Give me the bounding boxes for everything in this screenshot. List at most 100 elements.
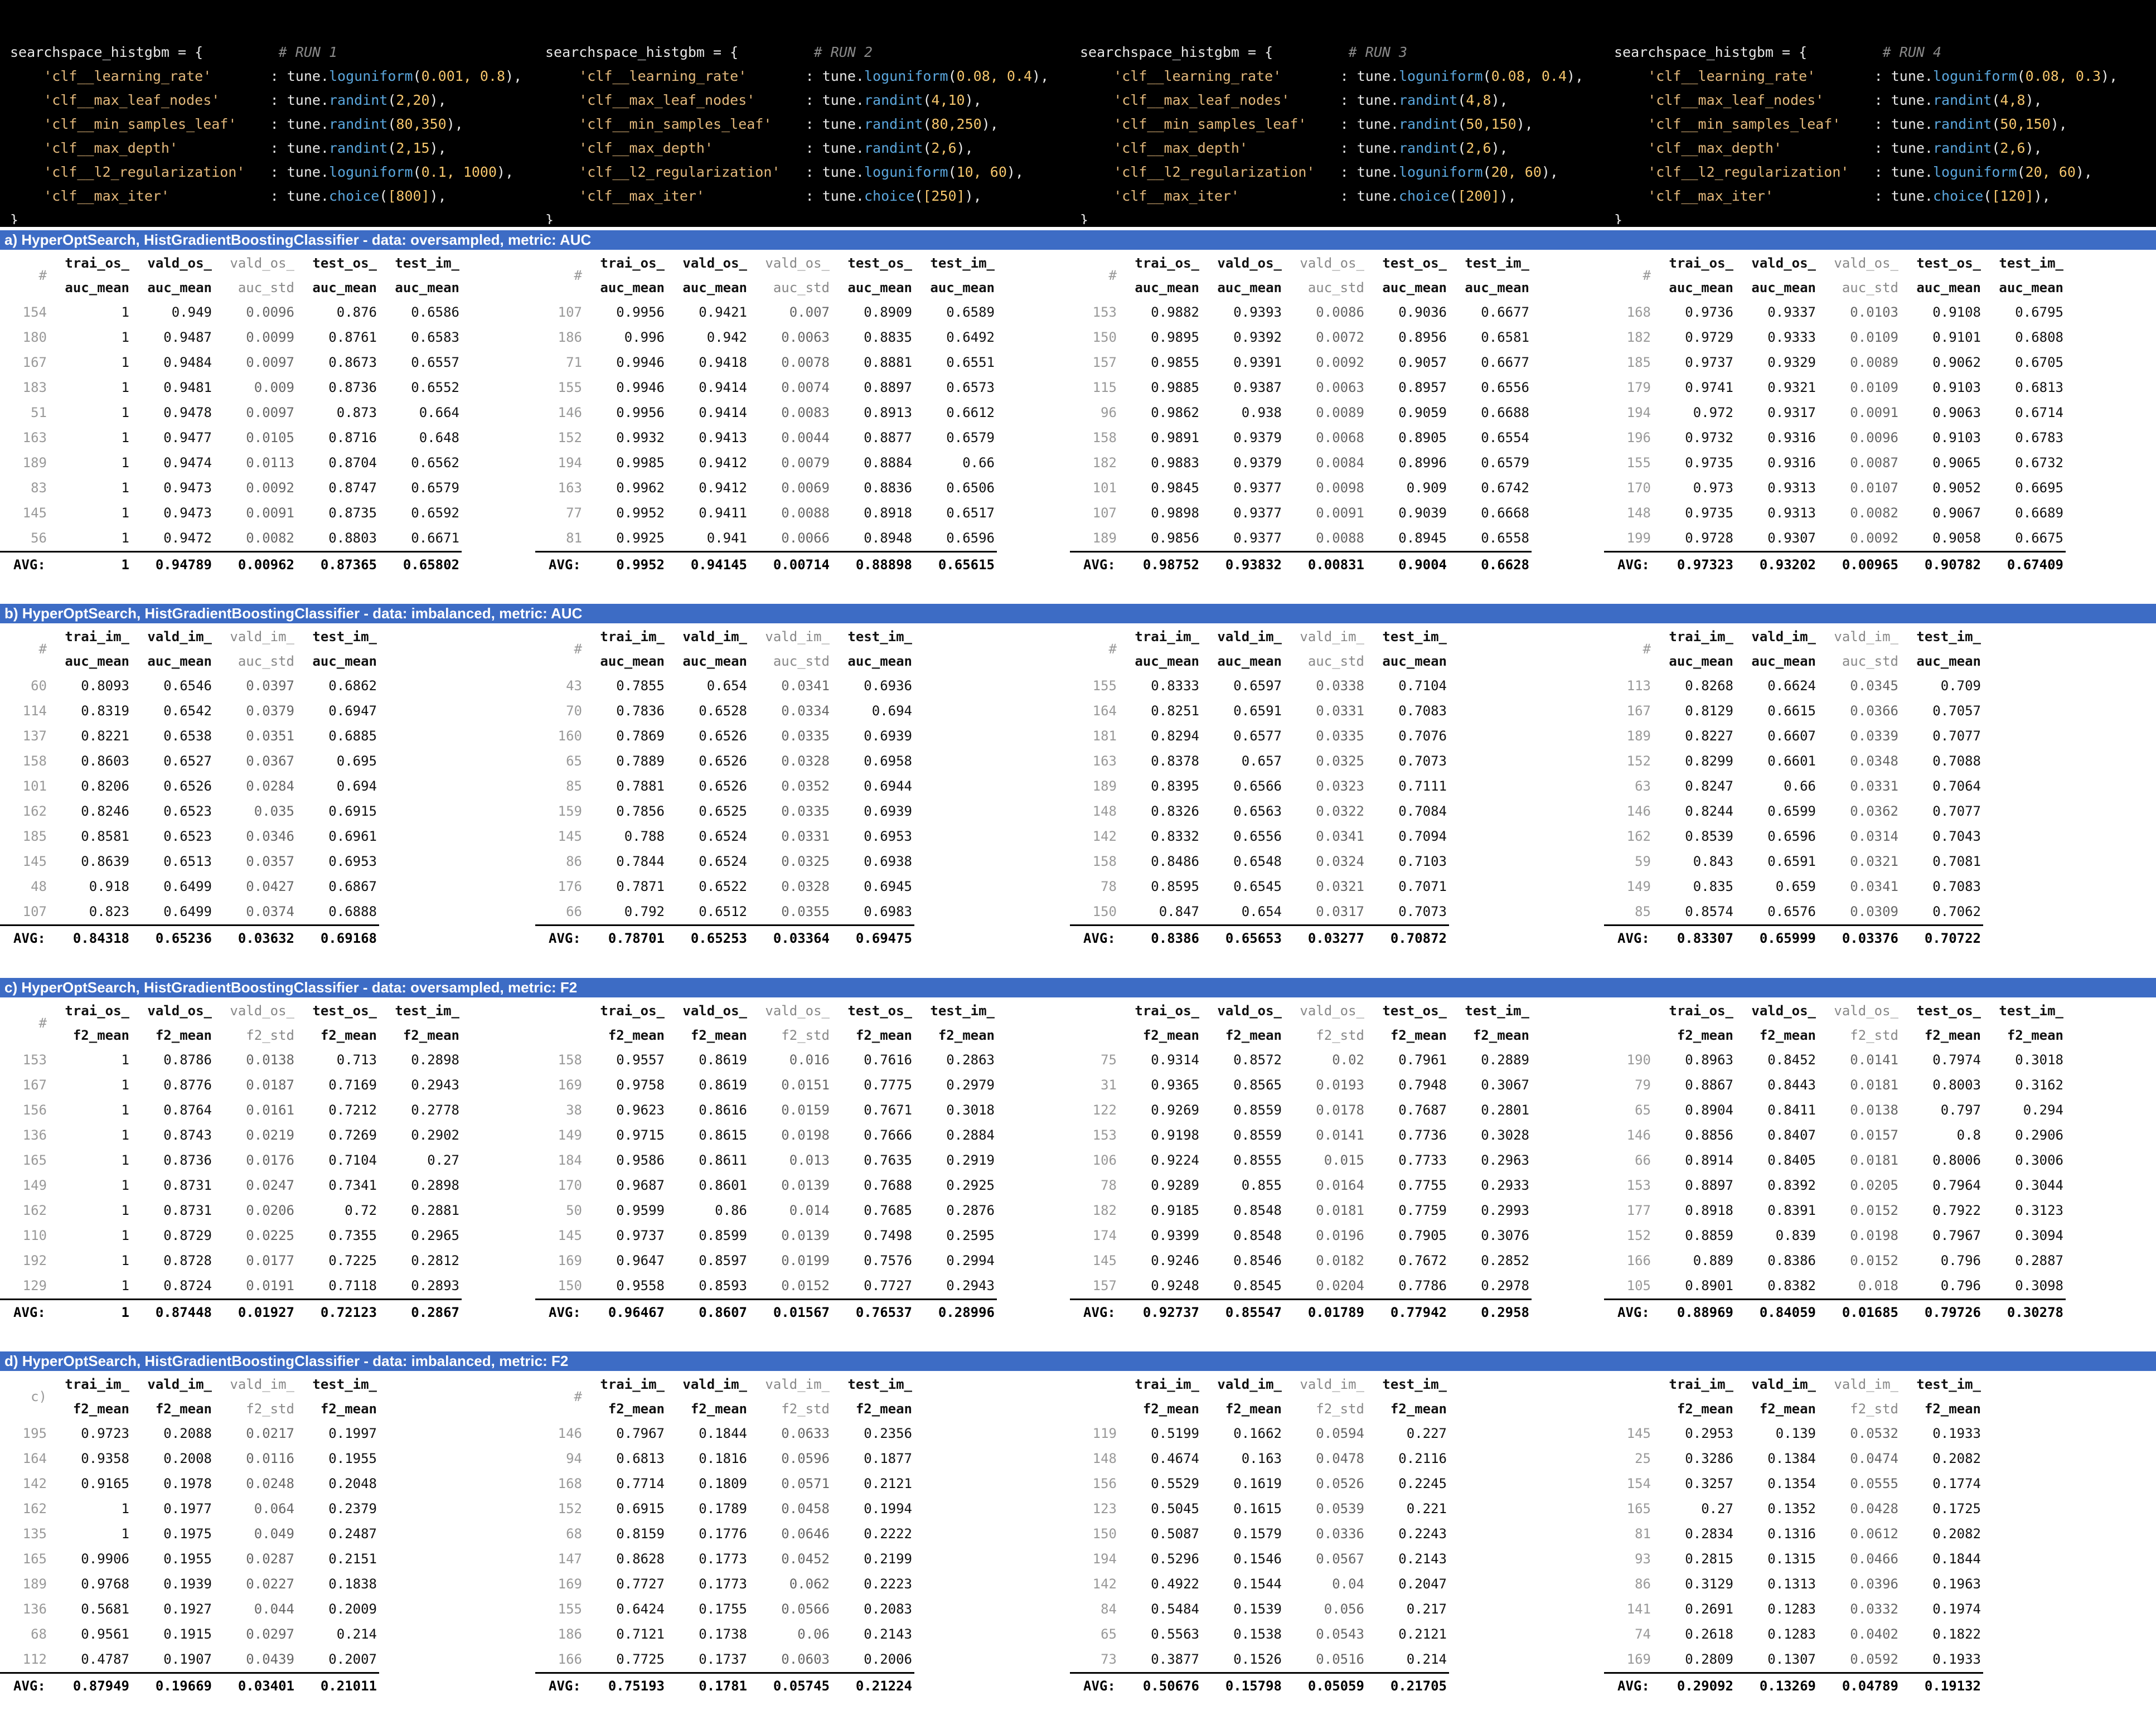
column-subheader: f2_mean <box>155 1401 212 1417</box>
table-cell: 0.7687 <box>1398 1102 1447 1118</box>
table-cell: 0.0092 <box>1850 530 1898 546</box>
table-row: 85 0.8574 0.6576 0.0309 0.7062 <box>1604 899 1983 926</box>
table-cell: 0.1974 <box>1932 1601 1981 1617</box>
column-subheader: f2_mean <box>2007 1028 2063 1043</box>
table-cell: 0.6695 <box>2015 480 2063 496</box>
table-cell: 0.2379 <box>328 1501 377 1516</box>
column-header: vald_os_ <box>1217 1003 1282 1019</box>
table-row: 85 0.7881 0.6526 0.0352 0.6944 <box>535 774 914 799</box>
table-cell: 0.6862 <box>328 678 377 694</box>
avg-cell: 0.9952 <box>584 551 667 578</box>
table-cell: 0.72 <box>345 1203 377 1218</box>
table-row: 137 0.8221 0.6538 0.0351 0.6885 <box>0 724 379 749</box>
avg-cell: 0.50676 <box>1119 1672 1201 1699</box>
table-cell: 0.2083 <box>864 1601 912 1617</box>
row-index: 176 <box>558 879 582 894</box>
table-cell: 0.9478 <box>163 405 212 420</box>
row-index: 145 <box>558 828 582 844</box>
avg-cell: 0.28996 <box>914 1299 997 1325</box>
column-header: test_os_ <box>847 255 912 271</box>
tune-args: 20, 60 <box>2025 164 2076 180</box>
table-cell: 0.0177 <box>246 1253 294 1268</box>
row-index: 145 <box>1092 1253 1117 1268</box>
table-row: 156 0.5529 0.1619 0.0526 0.2245 <box>1070 1471 1449 1496</box>
table-cell: 0.1283 <box>1767 1601 1816 1617</box>
table-cell: 0.6552 <box>411 380 459 395</box>
table-cell: 0.227 <box>1406 1426 1447 1441</box>
column-subheader: auc_std <box>1842 280 1898 295</box>
column-header: trai_os_ <box>65 1003 129 1019</box>
row-index: 182 <box>1092 1203 1117 1218</box>
table-cell: 0.1544 <box>1233 1576 1282 1592</box>
column-subheader: auc_mean <box>65 653 129 669</box>
row-index: 158 <box>1092 430 1117 445</box>
column-header: trai_im_ <box>600 629 665 645</box>
table-cell: 0.6563 <box>1233 803 1282 819</box>
table-cell: 0.6939 <box>864 728 912 744</box>
table-cell: 0.7616 <box>864 1052 912 1068</box>
table-cell: 0.1615 <box>1233 1501 1282 1516</box>
column-header: vald_im_ <box>1300 1377 1364 1392</box>
table-cell: 0.1789 <box>699 1501 747 1516</box>
row-index: 101 <box>22 778 47 794</box>
table-cell: 0.2898 <box>411 1178 459 1193</box>
table-cell: 0.2243 <box>1398 1526 1447 1542</box>
average-row: AVG: 1 0.87448 0.01927 0.72123 0.2867 <box>0 1299 462 1325</box>
avg-label: AVG: <box>1604 551 1653 578</box>
column-subheader: auc_std <box>238 653 294 669</box>
table-cell: 0.9358 <box>81 1451 129 1466</box>
row-index: 199 <box>1626 530 1651 546</box>
table-cell: 0.0157 <box>1850 1127 1898 1143</box>
table-cell: 0.6562 <box>411 455 459 471</box>
table-row: 155 0.9946 0.9414 0.0074 0.8897 0.6573 <box>535 375 997 400</box>
table-cell: 0.8559 <box>1233 1102 1282 1118</box>
table-cell: 0.938 <box>1241 405 1282 420</box>
table-row: 150 0.9558 0.8593 0.0152 0.7727 0.2943 <box>535 1273 997 1300</box>
column-header: vald_os_ <box>147 255 212 271</box>
table-cell: 0.6888 <box>328 904 377 919</box>
column-subheader: f2_std <box>781 1401 830 1417</box>
table-row: 165 0.9906 0.1955 0.0287 0.2151 <box>0 1547 379 1572</box>
table-row: 185 0.9737 0.9329 0.0089 0.9062 0.6705 <box>1604 350 2066 375</box>
table-cell: 0.2979 <box>946 1077 995 1093</box>
table-cell: 0.6577 <box>1233 728 1282 744</box>
table-cell: 0.1907 <box>163 1651 212 1667</box>
table-cell: 0.0176 <box>246 1152 294 1168</box>
param-key: 'clf__max_leaf_nodes' <box>1113 92 1290 108</box>
table-cell: 0.6525 <box>699 803 747 819</box>
table-cell: 0.7856 <box>616 803 665 819</box>
row-index: 145 <box>558 1228 582 1243</box>
table-cell: 0.9956 <box>616 304 665 320</box>
table-row: 157 0.9248 0.8545 0.0204 0.7786 0.2978 <box>1070 1273 1532 1300</box>
table-cell: 0.1809 <box>699 1476 747 1491</box>
table-row: 119 0.5199 0.1662 0.0594 0.227 <box>1070 1421 1449 1446</box>
table-cell: 0.8948 <box>864 530 912 546</box>
table-cell: 0.0452 <box>781 1551 830 1567</box>
column-header: vald_os_ <box>765 1003 830 1019</box>
table-cell: 0.7083 <box>1398 703 1447 719</box>
tune-function: loguniform <box>1932 68 2017 84</box>
table-row: 157 0.9855 0.9391 0.0092 0.9057 0.6677 <box>1070 350 1532 375</box>
row-index: 158 <box>1092 854 1117 869</box>
code-line: 'clf__min_samples_leaf' : tune.randint(5… <box>1113 116 1533 132</box>
table-cell: 0.8603 <box>81 753 129 769</box>
avg-cell: 0.79726 <box>1901 1299 1983 1325</box>
table-row: 105 0.8901 0.8382 0.018 0.796 0.3098 <box>1604 1273 2066 1300</box>
table-cell: 0.6538 <box>163 728 212 744</box>
avg-cell: 0.03364 <box>749 924 832 951</box>
table-cell: 0.0198 <box>1850 1228 1898 1243</box>
table-cell: 0.2143 <box>1398 1551 1447 1567</box>
tune-function: loguniform <box>328 68 413 84</box>
table-row: 107 0.9956 0.9421 0.007 0.8909 0.6589 <box>535 300 997 325</box>
table-cell: 0.0325 <box>1316 753 1364 769</box>
table-row: 94 0.6813 0.1816 0.0596 0.1877 <box>535 1446 914 1471</box>
table-row: 68 0.9561 0.1915 0.0297 0.214 <box>0 1622 379 1647</box>
table-row: 123 0.5045 0.1615 0.0539 0.221 <box>1070 1496 1449 1522</box>
table-cell: 0.04 <box>1332 1576 1364 1592</box>
table-row: 189 0.9856 0.9377 0.0088 0.8945 0.6558 <box>1070 526 1532 552</box>
row-index: 174 <box>1092 1228 1117 1243</box>
table-cell: 0.0335 <box>781 728 830 744</box>
index-header: # <box>1643 641 1651 657</box>
table-cell: 0.9317 <box>1767 405 1816 420</box>
table-cell: 0.8294 <box>1151 728 1199 744</box>
